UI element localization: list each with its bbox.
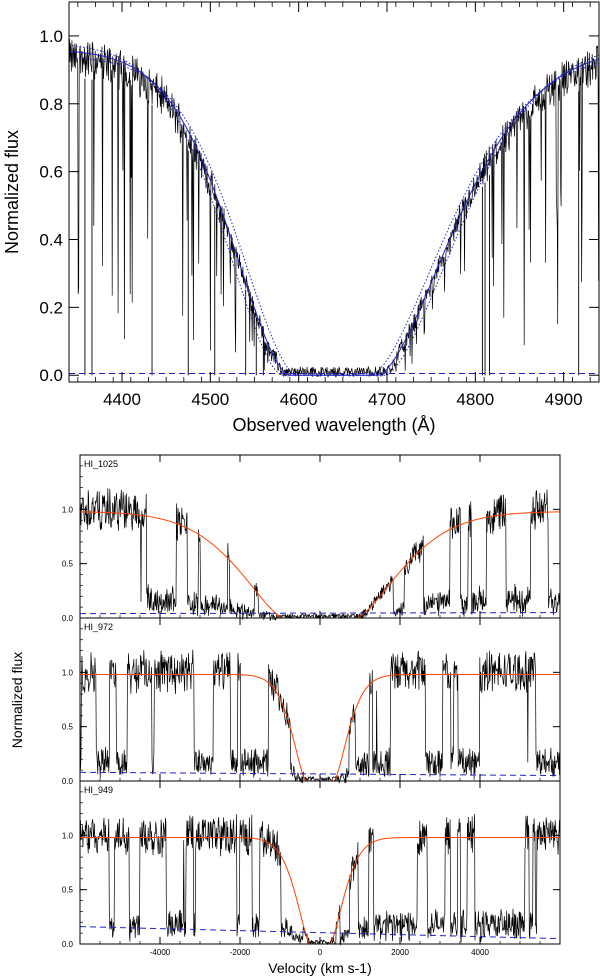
- top-y-tick-label: 0.0: [39, 366, 63, 385]
- top-y-tick-label: 0.8: [39, 95, 63, 114]
- bottom-x-tick-label: -4000: [150, 948, 171, 957]
- subpanel-spectrum-line: [79, 813, 561, 946]
- top-ticks: 4400 4500 4600 4700 4800 4900 0.0 0.2 0.4 0.6 0.8 1…: [39, 2, 599, 409]
- bottom-x-tick-label: 0: [318, 948, 323, 957]
- bottom-data-layer: [79, 488, 561, 946]
- bottom-x-tick-label: 2000: [391, 948, 409, 957]
- top-fit-lower-dotted: [68, 56, 600, 376]
- subpanel-y-tick-label: 0.0: [62, 614, 74, 623]
- top-y-tick-label: 0.6: [39, 163, 63, 182]
- top-y-tick-label: 0.2: [39, 298, 63, 317]
- top-fit-upper-dotted: [68, 45, 600, 376]
- subpanel-y-tick-label: 0.0: [62, 940, 74, 949]
- bottom-panel: 0.0 0.5 1.0 0.0 0.5 1.0 0.0 0.5 1.0 -4000 -2000 0 20…: [9, 454, 561, 976]
- subpanel-frame: [79, 780, 561, 945]
- bottom-x-tick-label: -2000: [230, 948, 251, 957]
- bottom-x-axis-label: Velocity (km s-1): [268, 960, 371, 976]
- subpanel-y-tick-label: 0.5: [62, 886, 74, 895]
- top-y-axis-label: Normalized flux: [2, 130, 22, 254]
- top-plot-frame: [68, 1, 600, 383]
- top-y-tick-label: 0.4: [39, 231, 63, 250]
- subpanel-y-tick-label: 0.0: [62, 777, 74, 786]
- subpanel-spectrum-line: [79, 488, 561, 621]
- bottom-ticks: 0.0 0.5 1.0 0.0 0.5 1.0 0.0 0.5 1.0 -4000 -2000 0 20…: [62, 455, 560, 957]
- top-x-tick-label: 4600: [280, 390, 318, 409]
- subpanel-label-hi-1025: HI_1025: [84, 459, 118, 469]
- top-spectrum-line: [68, 38, 599, 378]
- top-y-tick-label: 1.0: [39, 27, 63, 46]
- top-fit-curve: [68, 50, 600, 376]
- subpanel-y-tick-label: 1.0: [62, 831, 74, 840]
- bottom-x-tick-label: 4000: [471, 948, 489, 957]
- top-x-tick-label: 4500: [191, 390, 229, 409]
- top-x-axis-label: Observed wavelength (Å): [232, 415, 435, 435]
- subpanel-label-hi-949: HI_949: [84, 785, 113, 795]
- top-x-tick-label: 4700: [368, 390, 406, 409]
- subpanel-y-tick-label: 0.5: [62, 560, 74, 569]
- top-x-tick-label: 4400: [103, 390, 141, 409]
- top-x-tick-label: 4900: [545, 390, 583, 409]
- top-data-layer: [68, 38, 600, 378]
- subpanel-error-dashed: [79, 926, 561, 940]
- subpanel-y-tick-label: 1.0: [62, 505, 74, 514]
- top-panel: 4400 4500 4600 4700 4800 4900 0.0 0.2 0.4 0.6 0.8 1…: [2, 1, 600, 435]
- subpanel-spectrum-line: [79, 649, 561, 784]
- subpanel-y-tick-label: 1.0: [62, 668, 74, 677]
- subpanel-label-hi-972: HI_972: [84, 622, 113, 632]
- subpanel-y-tick-label: 0.5: [62, 723, 74, 732]
- subpanel-frame: [79, 454, 561, 619]
- bottom-y-axis-label: Normalized flux: [9, 652, 25, 748]
- top-x-tick-label: 4800: [456, 390, 494, 409]
